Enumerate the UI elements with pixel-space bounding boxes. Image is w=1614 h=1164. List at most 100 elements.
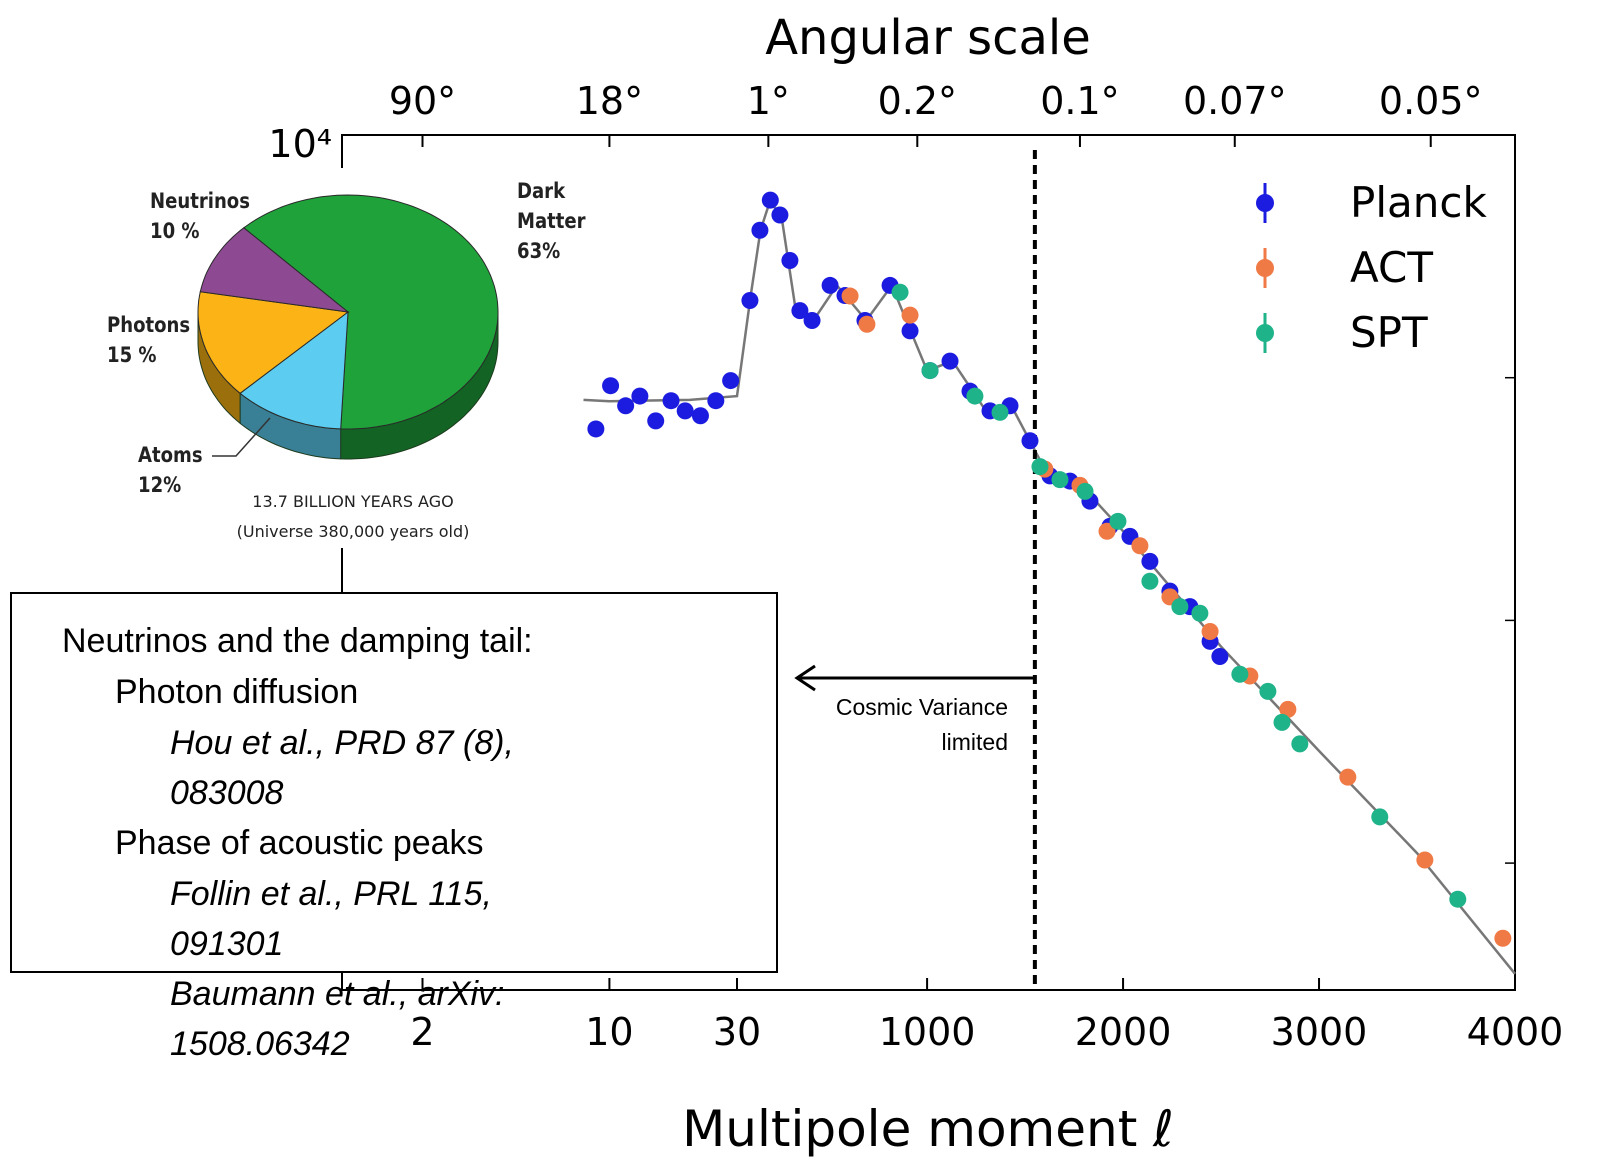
data-point	[901, 322, 919, 340]
y-tick-label: 10⁴	[268, 122, 332, 166]
data-point	[1339, 768, 1357, 786]
data-point	[617, 397, 635, 415]
data-point	[858, 315, 876, 333]
pie-slice	[239, 310, 349, 430]
pie-label-name: Atoms	[138, 443, 203, 467]
data-point	[1211, 647, 1229, 665]
legend-marker	[1256, 324, 1274, 342]
chart-title: Angular scale	[765, 10, 1091, 66]
data-point	[1231, 665, 1249, 683]
data-point	[722, 372, 740, 390]
text-box: Neutrinos and the damping tail: Photon di…	[10, 592, 778, 1063]
data-point	[1371, 808, 1389, 826]
x2-tick-label: 0.1°	[1040, 79, 1119, 123]
data-point	[841, 287, 859, 305]
data-point	[587, 420, 605, 438]
annotation: Cosmic Variance	[836, 694, 1008, 720]
arrow-head	[794, 664, 816, 692]
pie-label-value: 10 %	[150, 219, 200, 243]
pie-label-value: 15 %	[107, 343, 157, 367]
data-point	[1191, 604, 1209, 622]
pie-label-name: Dark Matter	[517, 179, 586, 233]
data-point	[1021, 432, 1039, 450]
pie-label-value: 63%	[517, 239, 561, 263]
data-point	[1076, 482, 1094, 500]
data-point	[1273, 713, 1291, 731]
data-point	[771, 206, 789, 224]
legend-label: Planck	[1350, 178, 1487, 227]
data-point	[1494, 929, 1512, 947]
pie-slice	[197, 291, 350, 394]
data-point	[1259, 682, 1277, 700]
pie-label: Photons 15 %	[107, 310, 210, 370]
data-point	[966, 387, 984, 405]
legend-label: ACT	[1350, 243, 1433, 292]
x2-tick-label: 1°	[747, 79, 790, 123]
text-box-item: Phase of acoustic peaks	[115, 824, 484, 862]
legend-marker	[1256, 259, 1274, 277]
x-axis-label: Multipole moment ℓ	[682, 1100, 1174, 1158]
text-box-reference: Follin et al., PRL 115, 091301	[170, 875, 492, 963]
data-point	[662, 392, 680, 410]
data-point	[1031, 458, 1049, 476]
x2-tick-label: 18°	[576, 79, 643, 123]
data-point	[1201, 623, 1219, 641]
data-point	[991, 403, 1009, 421]
pie-label-name: Photons	[107, 313, 191, 337]
text-box-item: Photon diffusion	[115, 673, 359, 711]
x-tick-label: 2	[410, 1010, 434, 1054]
x-tick-label: 10	[585, 1010, 633, 1054]
annotation: limited	[942, 729, 1008, 755]
text-box-heading: Neutrinos and the damping tail:	[62, 622, 533, 660]
data-point	[901, 306, 919, 324]
pie-label: Atoms 12%	[138, 440, 241, 500]
data-point	[791, 302, 809, 320]
data-point	[1051, 471, 1069, 489]
pie-label: Dark Matter 63%	[517, 176, 594, 266]
pie-slice	[199, 227, 350, 313]
x2-tick-label: 0.2°	[878, 79, 957, 123]
data-point	[803, 312, 821, 330]
data-point	[921, 362, 939, 380]
data-point	[891, 283, 909, 301]
plot-frame	[341, 134, 1516, 991]
data-point	[1131, 537, 1149, 555]
data-point	[1109, 512, 1127, 530]
data-point	[647, 412, 665, 430]
pie-caption: 13.7 BILLION YEARS AGO	[252, 492, 454, 511]
x-tick-label: 3000	[1271, 1010, 1368, 1054]
data-point	[741, 292, 759, 310]
x-tick-label: 1000	[879, 1010, 976, 1054]
x2-tick-label: 0.05°	[1379, 79, 1483, 123]
data-point	[1141, 552, 1159, 570]
data-point	[676, 402, 694, 420]
text-box-reference: Baumann et al., arXiv: 1508.06342	[170, 975, 505, 1063]
data-point	[1279, 700, 1297, 718]
data-point	[602, 377, 620, 395]
pie-slice	[242, 194, 499, 430]
data-point	[941, 352, 959, 370]
data-point	[751, 221, 769, 239]
data-point	[821, 276, 839, 294]
x-tick-label: 4000	[1467, 1010, 1564, 1054]
x-tick-label: 30	[713, 1010, 761, 1054]
data-point	[1449, 890, 1467, 908]
data-point	[1416, 851, 1434, 869]
data-point	[1291, 735, 1309, 753]
legend-marker	[1256, 194, 1274, 212]
pie-caption: (Universe 380,000 years old)	[236, 522, 470, 541]
x2-tick-label: 90°	[389, 79, 456, 123]
data-point	[761, 191, 779, 209]
data-point	[1098, 522, 1116, 540]
data-point	[1171, 598, 1189, 616]
legend-label: SPT	[1350, 308, 1428, 357]
pie-label: Neutrinos 10 %	[150, 186, 270, 246]
x-tick-label: 2000	[1075, 1010, 1172, 1054]
data-point	[691, 407, 709, 425]
data-point	[631, 387, 649, 405]
x2-tick-label: 0.07°	[1183, 79, 1287, 123]
pie-leader-line	[212, 417, 271, 457]
pie-label-value: 12%	[138, 473, 182, 497]
